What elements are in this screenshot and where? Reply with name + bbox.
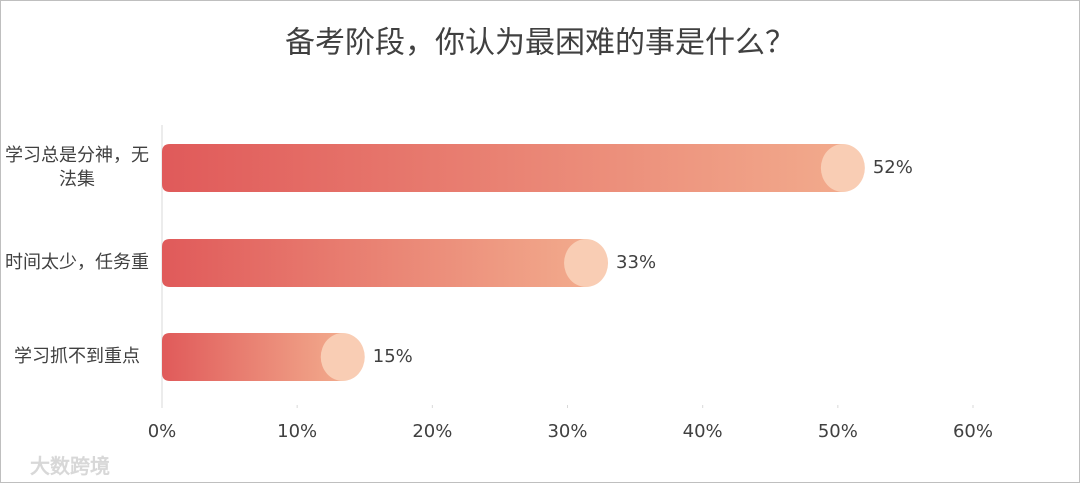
x-tick-label: 20% [412,421,452,442]
bar-body [162,144,843,192]
x-tick-label: 0% [148,421,177,442]
value-label: 15% [373,346,413,367]
bar-cap [564,239,609,287]
bar [162,239,609,287]
x-tick-label: 40% [683,421,723,442]
bar [162,144,865,192]
x-tick-label: 50% [818,421,858,442]
x-tick-label: 60% [953,421,993,442]
bar-body [162,333,343,381]
value-label: 33% [616,252,656,273]
bar-body [162,239,587,287]
bar-cap [820,144,865,192]
chart-title: 备考阶段，你认为最困难的事是什么？ [285,26,795,61]
y-tick-label: 学习总是分神，无法集 [5,145,149,190]
x-tick-label: 30% [547,421,587,442]
y-tick-label: 学习抓不到重点 [14,346,140,367]
x-tick-label: 10% [277,421,317,442]
value-label: 52% [873,157,913,178]
bar-cap [320,333,365,381]
bar [162,333,365,381]
y-tick-label: 时间太少，任务重 [5,252,149,273]
watermark: 大数跨境 [30,454,110,478]
